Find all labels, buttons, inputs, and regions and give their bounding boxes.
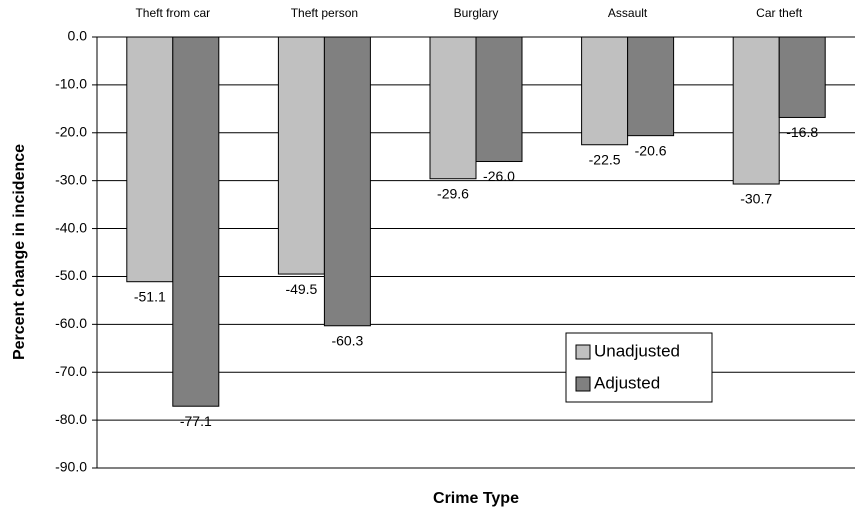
x-axis-title: Crime Type	[433, 490, 519, 507]
data-label: -49.5	[285, 281, 317, 297]
y-tick-label: -40.0	[55, 219, 87, 235]
bar	[732, 36, 780, 185]
data-label: -20.6	[635, 142, 667, 158]
category-label: Car theft	[756, 6, 803, 20]
y-tick-label: -80.0	[55, 411, 87, 427]
y-tick-label: -30.0	[55, 171, 87, 187]
bar	[172, 36, 220, 407]
legend-label: Adjusted	[594, 373, 660, 392]
bar	[581, 36, 629, 146]
category-label: Assault	[608, 6, 648, 20]
y-tick-label: -70.0	[55, 363, 87, 379]
data-label: -26.0	[483, 168, 515, 184]
data-label: -51.1	[134, 288, 166, 304]
data-label: -30.7	[740, 191, 772, 207]
bar	[627, 36, 675, 137]
y-tick-label: -50.0	[55, 267, 87, 283]
data-label: -77.1	[180, 413, 212, 429]
y-tick-label: -60.0	[55, 315, 87, 331]
bar	[475, 36, 523, 163]
category-label: Theft person	[291, 6, 358, 20]
bar	[429, 36, 477, 180]
y-tick-label: 0.0	[68, 28, 88, 44]
bar	[126, 36, 174, 283]
legend-swatch	[575, 344, 591, 360]
category-label: Burglary	[454, 6, 499, 20]
data-label: -16.8	[786, 124, 818, 140]
category-label: Theft from car	[135, 6, 210, 20]
y-tick-label: -20.0	[55, 123, 87, 139]
legend-swatch	[575, 376, 591, 392]
y-tick-label: -10.0	[55, 76, 87, 92]
bar	[323, 36, 371, 327]
data-label: -22.5	[589, 151, 621, 167]
y-tick-label: -90.0	[55, 459, 87, 475]
data-label: -60.3	[331, 332, 363, 348]
y-axis-title: Percent change in incidence	[11, 144, 28, 360]
bar	[778, 36, 826, 118]
legend-label: Unadjusted	[594, 341, 680, 360]
data-label: -29.6	[437, 185, 469, 201]
bar	[277, 36, 325, 275]
